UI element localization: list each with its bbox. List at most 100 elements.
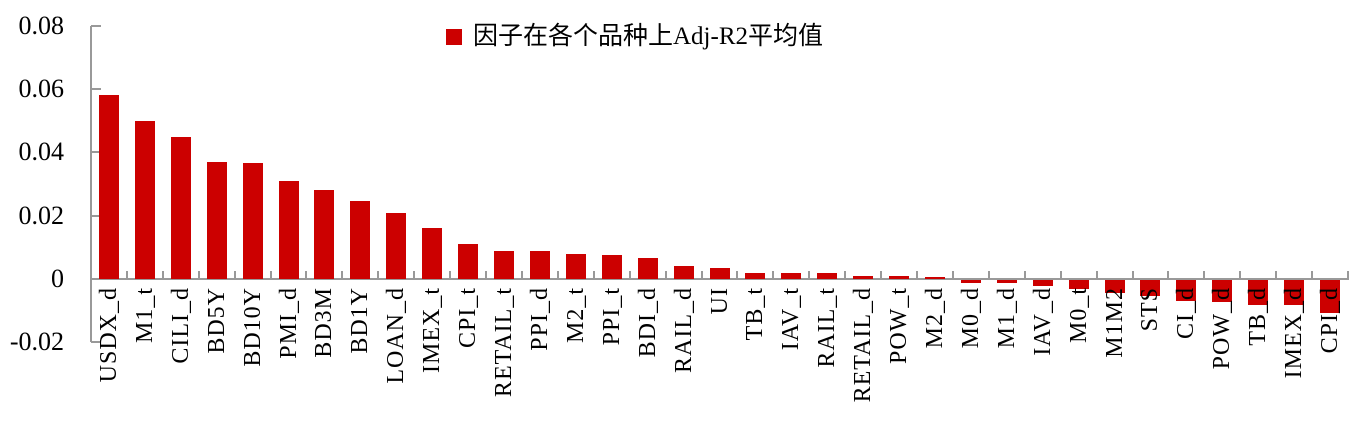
bar-TB_t bbox=[745, 272, 766, 279]
y-axis-tick bbox=[91, 88, 101, 91]
x-axis-label-CILI_d: CILI_d bbox=[167, 287, 194, 364]
y-axis-tick bbox=[91, 341, 101, 344]
x-axis-tick bbox=[628, 271, 631, 279]
y-axis-label: 0.02 bbox=[18, 200, 65, 230]
x-axis-label-BDI_d: BDI_d bbox=[634, 287, 661, 358]
bar-M0_t bbox=[1068, 280, 1089, 290]
bar-IMEX_t bbox=[422, 228, 443, 279]
bar-PPI_t bbox=[601, 255, 622, 279]
x-axis-tick bbox=[700, 271, 703, 279]
x-axis-label-UI: UI bbox=[706, 287, 733, 315]
legend-series-label: 因子在各个品种上Adj-R2平均值 bbox=[473, 23, 824, 50]
x-axis-tick bbox=[736, 271, 739, 279]
x-axis-tick bbox=[951, 271, 954, 279]
x-axis-tick bbox=[485, 271, 488, 279]
x-axis-tick bbox=[808, 271, 811, 279]
x-axis-tick bbox=[1347, 271, 1349, 279]
x-axis-tick bbox=[1023, 271, 1026, 279]
bar-M1_d bbox=[996, 280, 1017, 284]
bar-RAIL_d bbox=[673, 266, 694, 279]
x-axis-label-BD3M: BD3M bbox=[311, 287, 338, 358]
chart-legend: 因子在各个品种上Adj-R2平均值 bbox=[446, 24, 823, 49]
y-axis-label: 0.08 bbox=[18, 10, 65, 40]
bar-M1M2 bbox=[1104, 280, 1125, 293]
x-axis-tick bbox=[161, 271, 164, 279]
bar-M2_t bbox=[565, 253, 586, 279]
x-axis-tick bbox=[1275, 271, 1278, 279]
y-axis-tick bbox=[91, 24, 101, 27]
x-axis-tick bbox=[233, 271, 236, 279]
legend-color-swatch-icon bbox=[446, 28, 462, 45]
x-axis-tick bbox=[772, 271, 775, 279]
bar-STS bbox=[1140, 280, 1161, 296]
x-axis-label-RAIL_t: RAIL_t bbox=[814, 287, 841, 368]
x-axis-label-IAV_d: IAV_d bbox=[1029, 287, 1056, 356]
x-axis-label-CI_d: CI_d bbox=[1173, 287, 1200, 339]
x-axis-tick bbox=[592, 271, 595, 279]
bar-IMEX_d bbox=[1284, 280, 1305, 306]
x-axis-label-M0_t: M0_t bbox=[1065, 287, 1092, 344]
bar-CPI_t bbox=[458, 244, 479, 279]
y-axis-tick bbox=[91, 214, 101, 217]
bar-CI_d bbox=[1176, 280, 1197, 301]
x-axis-label-BD10Y: BD10Y bbox=[239, 287, 266, 367]
bar-BD1Y bbox=[350, 201, 371, 279]
x-axis-label-IMEX_d: IMEX_d bbox=[1281, 287, 1308, 379]
x-axis-label-BD5Y: BD5Y bbox=[203, 287, 230, 354]
bar-POW_d bbox=[1212, 280, 1233, 303]
x-axis-label-PPI_d: PPI_d bbox=[526, 287, 553, 351]
x-axis-tick bbox=[269, 271, 272, 279]
bar-M2_d bbox=[924, 277, 945, 279]
bar-POW_t bbox=[889, 275, 910, 279]
x-axis-tick bbox=[987, 271, 990, 279]
x-axis-label-CPI_d: CPI_d bbox=[1317, 287, 1344, 354]
bar-PMI_d bbox=[278, 180, 299, 279]
bar-UI bbox=[709, 267, 730, 279]
x-axis-tick bbox=[556, 271, 559, 279]
x-axis-label-CPI_t: CPI_t bbox=[455, 287, 482, 349]
x-axis-tick bbox=[90, 271, 92, 279]
bar-RETAIL_t bbox=[494, 250, 514, 279]
bar-TB_d bbox=[1248, 280, 1269, 306]
x-axis-tick bbox=[413, 271, 416, 279]
y-axis-label: 0.06 bbox=[18, 74, 65, 104]
bar-CILI_d bbox=[170, 136, 191, 279]
x-axis-tick bbox=[916, 271, 919, 279]
x-axis-tick bbox=[844, 271, 847, 279]
x-axis-label-TB_d: TB_d bbox=[1245, 287, 1272, 346]
x-axis-label-M0_d: M0_d bbox=[957, 287, 984, 349]
y-axis-tick bbox=[91, 278, 101, 280]
bar-BD10Y bbox=[242, 163, 263, 279]
x-axis-tick bbox=[1059, 271, 1062, 279]
x-axis-tick bbox=[377, 271, 380, 279]
x-axis-tick bbox=[1131, 271, 1134, 279]
x-axis-label-TB_t: TB_t bbox=[742, 287, 769, 341]
y-axis-tick bbox=[91, 151, 101, 154]
x-axis-tick bbox=[449, 271, 452, 279]
x-axis-label-RETAIL_d: RETAIL_d bbox=[850, 287, 877, 403]
bar-BDI_d bbox=[637, 258, 658, 279]
x-axis-label-IAV_t: IAV_t bbox=[778, 287, 805, 351]
x-axis-label-RAIL_d: RAIL_d bbox=[670, 287, 697, 373]
bar-CPI_d bbox=[1320, 280, 1341, 314]
bar-IAV_t bbox=[781, 272, 802, 279]
x-axis-tick bbox=[1203, 271, 1206, 279]
x-axis-label-USDX_d: USDX_d bbox=[95, 287, 122, 383]
x-axis-label-BD1Y: BD1Y bbox=[347, 287, 374, 354]
bar-RAIL_t bbox=[817, 272, 838, 279]
bar-PPI_d bbox=[529, 250, 550, 279]
x-axis-label-M2_t: M2_t bbox=[562, 287, 589, 344]
x-axis-label-M1_d: M1_d bbox=[993, 287, 1020, 349]
x-axis-tick bbox=[341, 271, 344, 279]
x-axis-tick bbox=[197, 271, 200, 279]
x-axis-label-RETAIL_t: RETAIL_t bbox=[491, 287, 517, 398]
bar-LOAN_d bbox=[386, 212, 407, 279]
x-axis-label-POW_d: POW_d bbox=[1209, 287, 1236, 370]
bar-USDX_d bbox=[98, 95, 119, 279]
y-axis-label: 0.04 bbox=[18, 137, 65, 167]
bar-BD3M bbox=[314, 190, 335, 279]
x-axis-tick bbox=[1167, 271, 1170, 279]
x-axis-line bbox=[90, 278, 1349, 280]
bar-M0_d bbox=[960, 280, 981, 284]
bar-M1_t bbox=[134, 120, 155, 279]
